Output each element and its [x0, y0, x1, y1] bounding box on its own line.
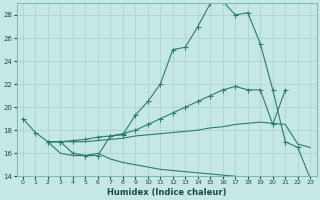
X-axis label: Humidex (Indice chaleur): Humidex (Indice chaleur)	[107, 188, 226, 197]
